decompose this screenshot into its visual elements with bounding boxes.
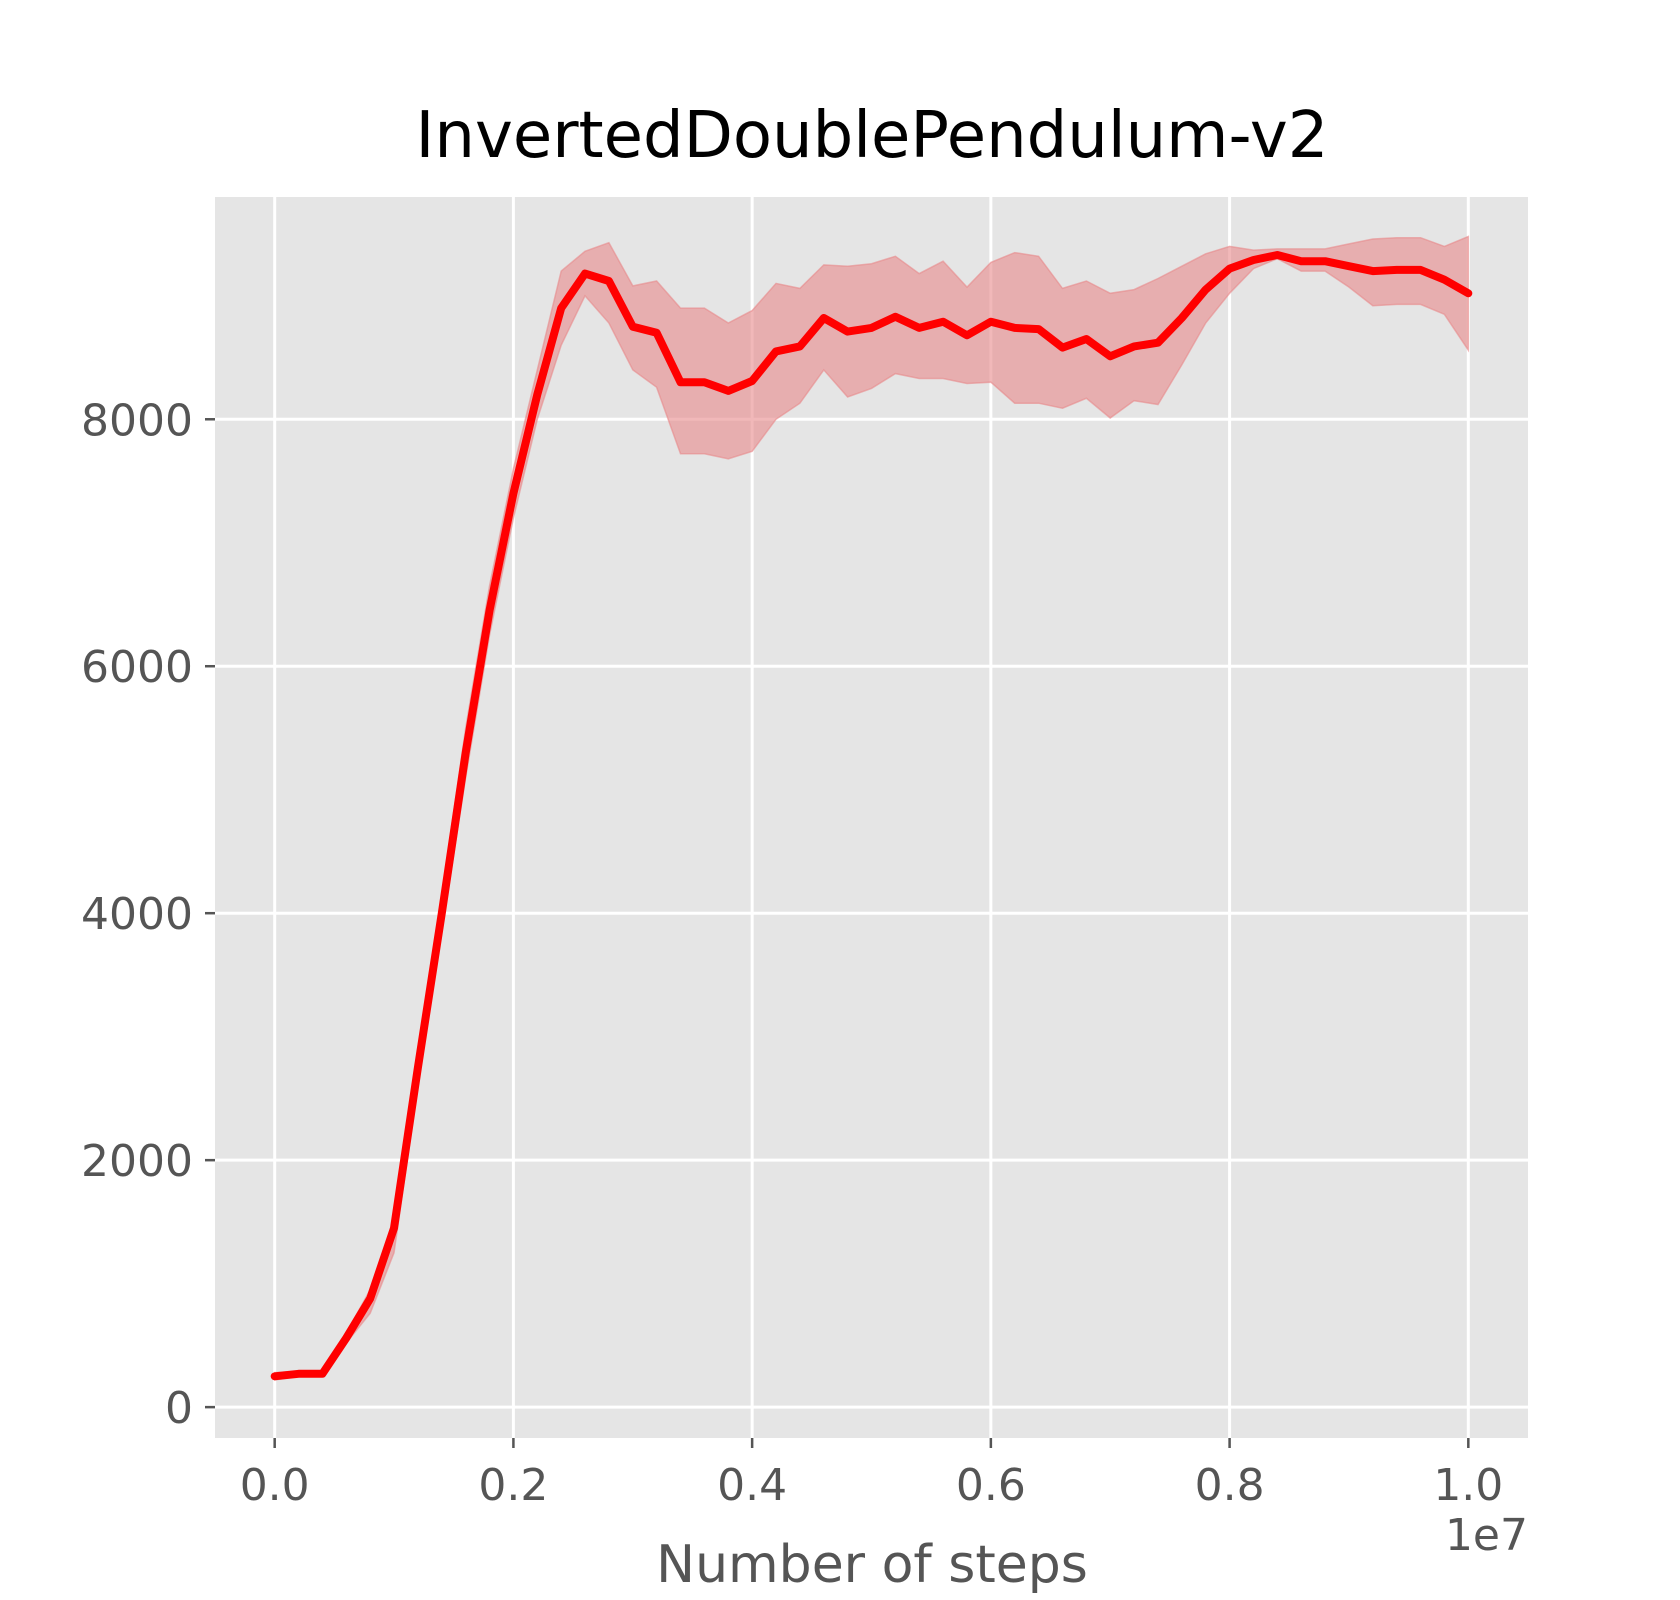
mean-line: [270, 251, 1473, 1381]
x-tick-label: 1.0: [1433, 1460, 1503, 1511]
x-tick-label: 0.8: [1195, 1460, 1265, 1511]
x-axis-label: Number of steps: [656, 1535, 1088, 1595]
plot-background: [215, 197, 1528, 1438]
y-tick-label: 6000: [81, 642, 193, 693]
y-tick-label: 8000: [81, 395, 193, 446]
y-tick-label: 2000: [81, 1136, 193, 1187]
y-tick-label: 0: [165, 1383, 193, 1434]
x-tick-label: 0.4: [717, 1460, 787, 1511]
axis-ticks: 0.0 0.2 0.4 0.6 0.8 1.0 0 2000 4000 6000 8000: [81, 395, 1503, 1511]
x-tick-label: 0.6: [956, 1460, 1026, 1511]
y-tick-label: 4000: [81, 889, 193, 940]
x-tick-label: 0.0: [240, 1460, 310, 1511]
x-tick-label: 0.2: [478, 1460, 548, 1511]
confidence-band: [273, 235, 1470, 1381]
chart-title: InvertedDoublePendulum-v2: [416, 99, 1329, 173]
x-axis-offset-label: 1e7: [1445, 1510, 1528, 1561]
